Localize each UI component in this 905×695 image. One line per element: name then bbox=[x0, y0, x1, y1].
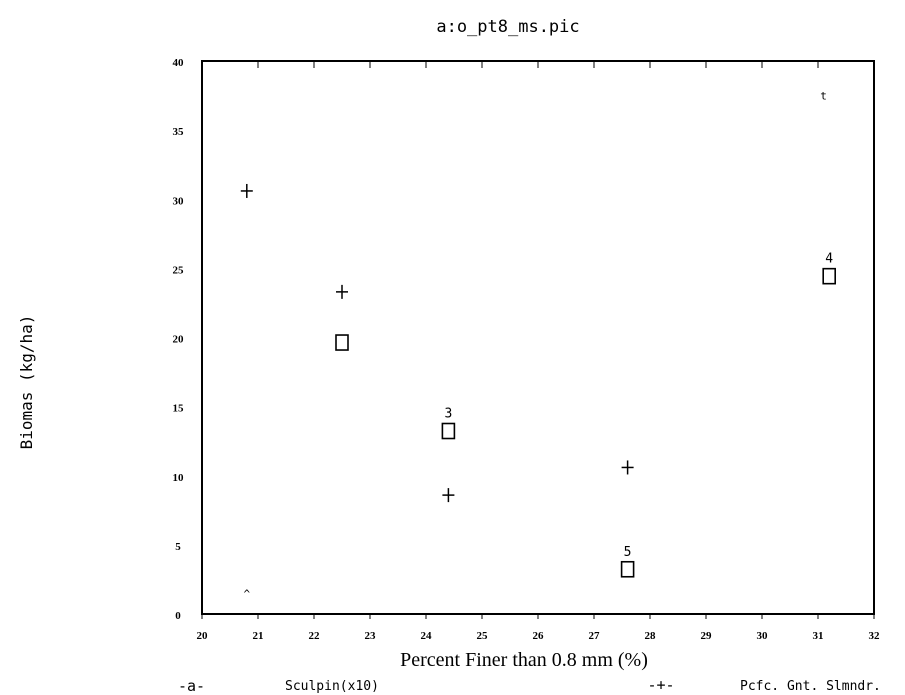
x-axis-ticks: 20 21 22 23 24 25 26 27 28 29 30 31 32 bbox=[197, 614, 881, 642]
x-axis-label: Percent Finer than 0.8 mm (%) bbox=[400, 649, 648, 671]
legend-symbol-salamander: -+- bbox=[647, 676, 674, 694]
y-tick-label: 25 bbox=[173, 264, 185, 276]
y-axis-ticks: 0 5 10 15 20 25 30 35 40 bbox=[173, 57, 185, 622]
salamander-point bbox=[621, 460, 634, 475]
y-tick-label: 40 bbox=[173, 57, 185, 69]
legend-label-salamander: Pcfc. Gnt. Slmndr. bbox=[740, 679, 881, 694]
chart-title: a:o_pt8_ms.pic bbox=[436, 17, 579, 37]
top-tick-marks bbox=[257, 61, 819, 68]
sculpin-point bbox=[822, 267, 837, 285]
legend: -a- Sculpin(x10) -+- Pcfc. Gnt. Slmndr. bbox=[178, 676, 881, 695]
y-tick-label: 15 bbox=[173, 403, 185, 415]
legend-label-sculpin: Sculpin(x10) bbox=[285, 679, 379, 694]
x-tick-label: 24 bbox=[421, 630, 433, 642]
salamander-point bbox=[336, 284, 348, 299]
data-marks: ^ 3 5 4 t bbox=[240, 90, 837, 600]
data-label: 4 bbox=[825, 252, 833, 267]
x-tick-label: 28 bbox=[645, 630, 657, 642]
y-tick-label: 20 bbox=[173, 334, 185, 346]
y-tick-label: 10 bbox=[173, 472, 185, 484]
x-tick-label: 30 bbox=[757, 630, 769, 642]
y-tick-label: 5 bbox=[175, 541, 181, 553]
x-tick-label: 21 bbox=[253, 630, 264, 642]
sculpin-point bbox=[335, 334, 349, 351]
y-tick-label: 35 bbox=[173, 126, 185, 138]
x-tick-label: 31 bbox=[813, 630, 824, 642]
legend-symbol-sculpin: -a- bbox=[178, 677, 205, 695]
data-label: 5 bbox=[624, 545, 632, 560]
sculpin-point bbox=[441, 422, 456, 440]
salamander-point bbox=[442, 488, 455, 503]
x-tick-label: 32 bbox=[869, 630, 881, 642]
data-point-glyph: ^ bbox=[243, 587, 250, 600]
y-tick-label: 0 bbox=[175, 610, 181, 622]
plot-area-frame bbox=[201, 60, 875, 615]
y-tick-label: 30 bbox=[173, 195, 185, 207]
y-axis-label: Biomas (kg/ha) bbox=[17, 315, 36, 450]
salamander-point bbox=[240, 183, 253, 198]
x-tick-label: 25 bbox=[477, 630, 489, 642]
x-tick-label: 26 bbox=[533, 630, 545, 642]
x-tick-label: 27 bbox=[589, 630, 601, 642]
x-tick-label: 22 bbox=[309, 630, 321, 642]
x-tick-label: 29 bbox=[701, 630, 713, 642]
x-tick-label: 23 bbox=[365, 630, 377, 642]
data-point-glyph: t bbox=[820, 90, 827, 103]
x-tick-label: 20 bbox=[197, 630, 209, 642]
sculpin-point bbox=[620, 560, 635, 578]
data-label: 3 bbox=[444, 407, 452, 422]
